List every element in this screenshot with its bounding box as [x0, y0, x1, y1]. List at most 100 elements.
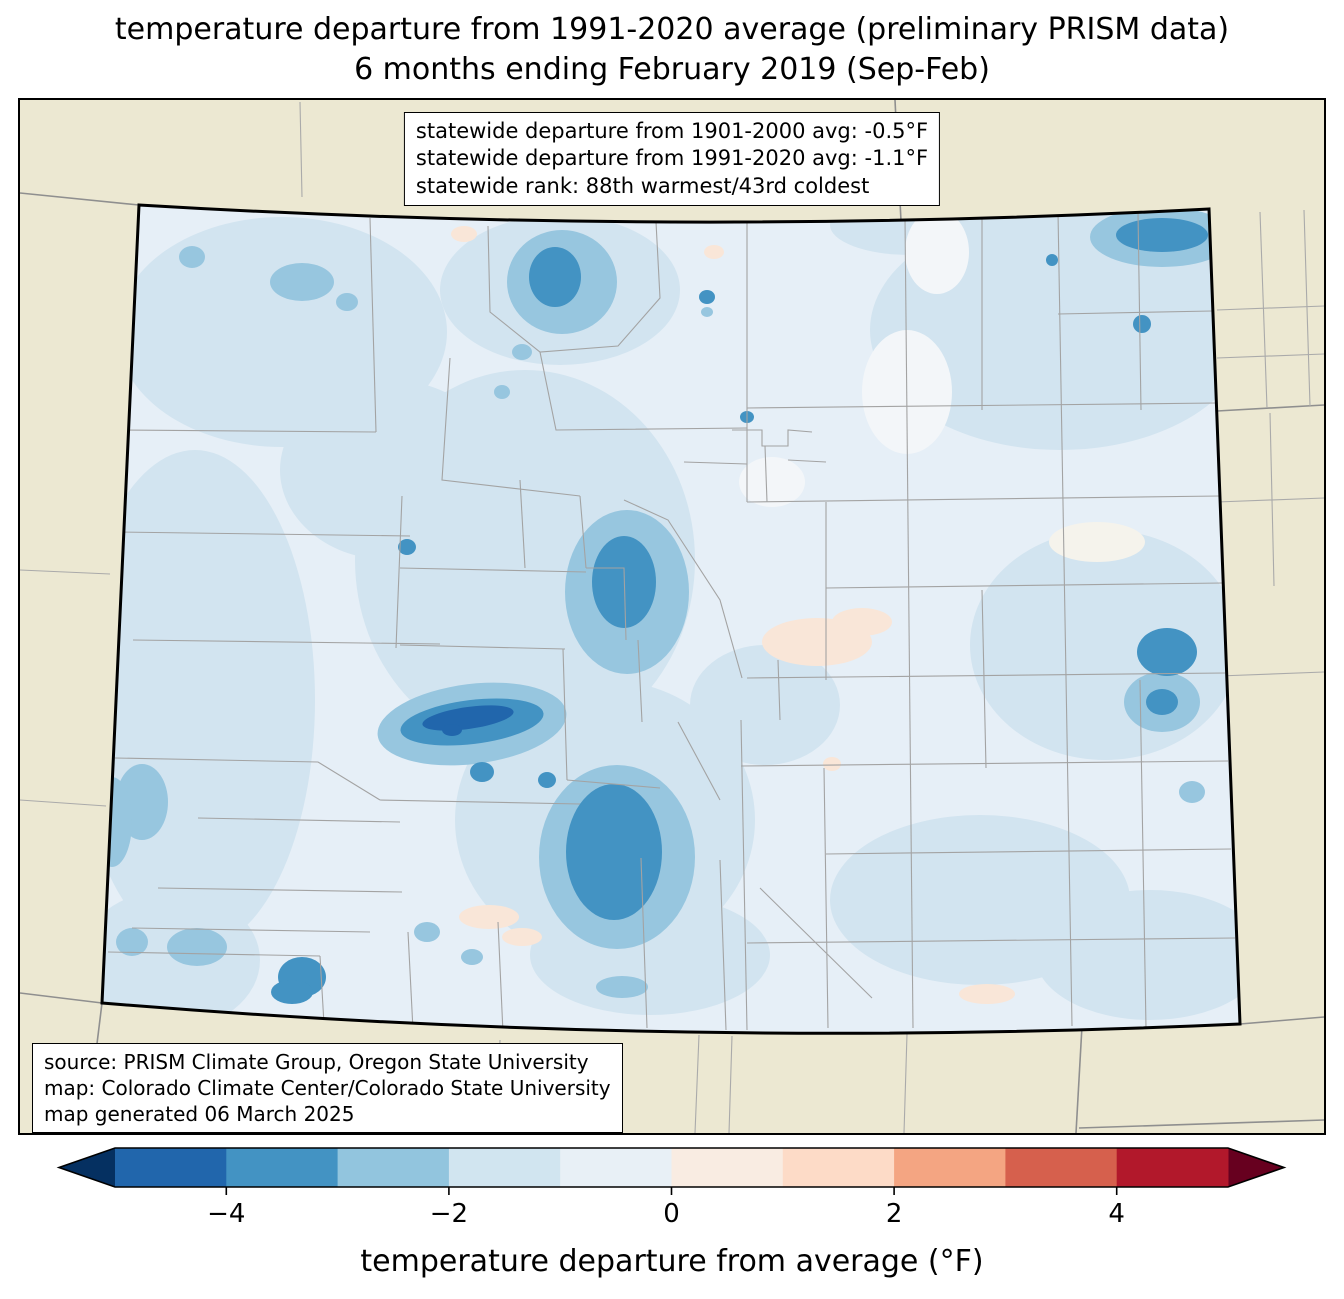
anomaly-level-3-patches-shape — [701, 307, 713, 317]
county-lines-shape — [637, 639, 643, 723]
colorbar-right-arrow — [1228, 1148, 1284, 1187]
county-lines-shape — [732, 429, 813, 447]
colorbar-segment — [448, 1148, 561, 1187]
anomaly-level-4-patches-shape — [566, 784, 662, 920]
county-lines-shape — [319, 955, 325, 1025]
anomaly-level-3-patches-shape — [494, 385, 510, 399]
county-lines-shape — [677, 721, 721, 801]
map-frame: statewide departure from 1901-2000 avg: … — [18, 98, 1326, 1135]
anomaly-level-4-patches-shape — [699, 290, 715, 304]
warm-anomaly-patches-shape — [459, 905, 519, 929]
anomaly-level-2-patches-shape — [1035, 890, 1240, 1020]
county-lines-shape — [740, 719, 748, 1031]
county-lines-shape — [1057, 310, 1213, 315]
stats-box: statewide departure from 1901-2000 avg: … — [403, 112, 941, 206]
colorbar-tick-label: −4 — [207, 1199, 245, 1229]
anomaly-level-3-patches-shape — [596, 976, 648, 998]
anomaly-level-4-patches-shape — [470, 762, 494, 782]
county-lines-shape — [586, 567, 627, 641]
colorbar-tick-label: 4 — [1108, 1199, 1125, 1229]
colorbar-segment — [560, 1148, 672, 1187]
anomaly-level-5-patches-shape — [442, 724, 462, 736]
county-lines-shape — [1057, 211, 1073, 1027]
county-lines-shape — [777, 659, 781, 721]
title-line-1: temperature departure from 1991-2020 ave… — [114, 12, 1230, 47]
anomaly-level-4-patches-shape — [1133, 315, 1151, 333]
neighbor-county-lines-shape — [1216, 305, 1324, 311]
anomaly-level-3-patches-shape — [512, 344, 532, 360]
stats-line-3: statewide rank: 88th warmest/43rd coldes… — [415, 173, 870, 198]
colorbar-segment — [1005, 1148, 1118, 1187]
county-lines-shape — [764, 445, 768, 503]
anomaly-level-3-patches-shape — [179, 246, 205, 268]
colorbar-tick-label: −2 — [430, 1199, 468, 1229]
anomaly-level-2-patches-shape — [280, 380, 500, 560]
county-lines-shape — [132, 639, 441, 645]
county-lines-shape — [379, 799, 581, 805]
county-lines-shape — [825, 848, 1232, 855]
anomaly-level-3-patches-shape — [414, 922, 440, 942]
anomaly-level-4-patches-shape — [1046, 254, 1058, 266]
neighbor-county-lines-shape — [20, 569, 111, 575]
county-lines-shape — [399, 567, 587, 573]
colorado-state-border — [100, 203, 1242, 1035]
warm-anomaly-patches-shape — [823, 757, 841, 771]
county-lines-shape — [114, 757, 381, 801]
anomaly-level-3-patches-shape — [167, 928, 227, 966]
county-lines-shape — [539, 351, 748, 431]
warm-anomaly-patches-shape — [704, 245, 724, 259]
anomaly-level-3-patches-shape — [116, 928, 148, 956]
neighbor-county-lines-shape — [1218, 671, 1324, 677]
anomaly-level-4-patches-shape — [271, 980, 313, 1004]
neighbor-state-lines-shape — [1075, 1025, 1083, 1133]
neighbor-county-lines-shape — [694, 1034, 700, 1133]
colorbar: −4 −2 0 2 4 — [56, 1147, 1287, 1229]
neighbor-county-lines-shape — [1269, 412, 1275, 587]
anomaly-level-3-patches-shape — [336, 293, 358, 311]
county-lines-shape — [719, 859, 727, 1031]
colorbar-segment — [894, 1148, 1006, 1187]
colorbar-ticks: −4 −2 0 2 4 — [207, 1187, 1125, 1229]
county-lines-shape — [787, 459, 827, 463]
county-lines-shape — [579, 495, 587, 569]
county-lines-shape — [519, 479, 526, 569]
anomaly-level-4-patches-shape — [538, 772, 556, 788]
county-lines-shape — [823, 767, 829, 1029]
colorbar-segments — [115, 1148, 1229, 1187]
colorbar-tick-label: 2 — [886, 1199, 903, 1229]
county-lines-shape — [562, 648, 568, 781]
figure-title: temperature departure from 1991-2020 ave… — [0, 10, 1344, 89]
county-lines-shape — [740, 760, 1229, 767]
county-lines-shape — [981, 589, 987, 769]
colorbar-segment — [115, 1148, 227, 1187]
neighbor-county-lines-shape — [1216, 353, 1324, 359]
county-lines-shape — [746, 402, 1217, 409]
county-lines-shape — [107, 951, 321, 957]
county-lines-shape — [759, 887, 873, 999]
colorado-temperature-map — [20, 100, 1324, 1133]
warm-anomaly-patches-shape — [451, 226, 477, 242]
source-line-1: source: PRISM Climate Group, Oregon Stat… — [44, 1050, 589, 1074]
county-lines-shape — [1137, 211, 1142, 411]
county-lines-shape — [131, 927, 371, 933]
county-lines-shape — [197, 817, 401, 823]
near-zero-patches-shape — [905, 210, 969, 294]
warm-anomaly-patches-shape — [832, 608, 892, 636]
neighbor-county-lines-shape — [20, 799, 107, 807]
warm-anomaly-patches-shape — [959, 984, 1015, 1004]
county-lines — [107, 211, 1236, 1034]
anomaly-level-3-patches-shape — [270, 263, 334, 301]
warm-anomaly-patches — [451, 226, 1015, 1004]
county-lines-shape — [640, 857, 648, 1029]
source-line-2: map: Colorado Climate Center/Colorado St… — [44, 1076, 611, 1100]
near-zero-patches-shape — [739, 457, 805, 507]
county-lines-shape — [120, 429, 377, 433]
county-lines-shape — [497, 921, 504, 1034]
colorbar-left-arrow — [59, 1148, 115, 1187]
county-lines-shape — [1139, 679, 1147, 1029]
neighbor-county-lines-shape — [903, 1033, 908, 1133]
anomaly-level-2-patches-shape — [102, 890, 260, 1030]
county-lines-shape — [746, 937, 1236, 944]
neighbor-state-lines-shape — [1078, 1119, 1324, 1129]
anomaly-level-3-patches-shape — [1179, 781, 1205, 803]
